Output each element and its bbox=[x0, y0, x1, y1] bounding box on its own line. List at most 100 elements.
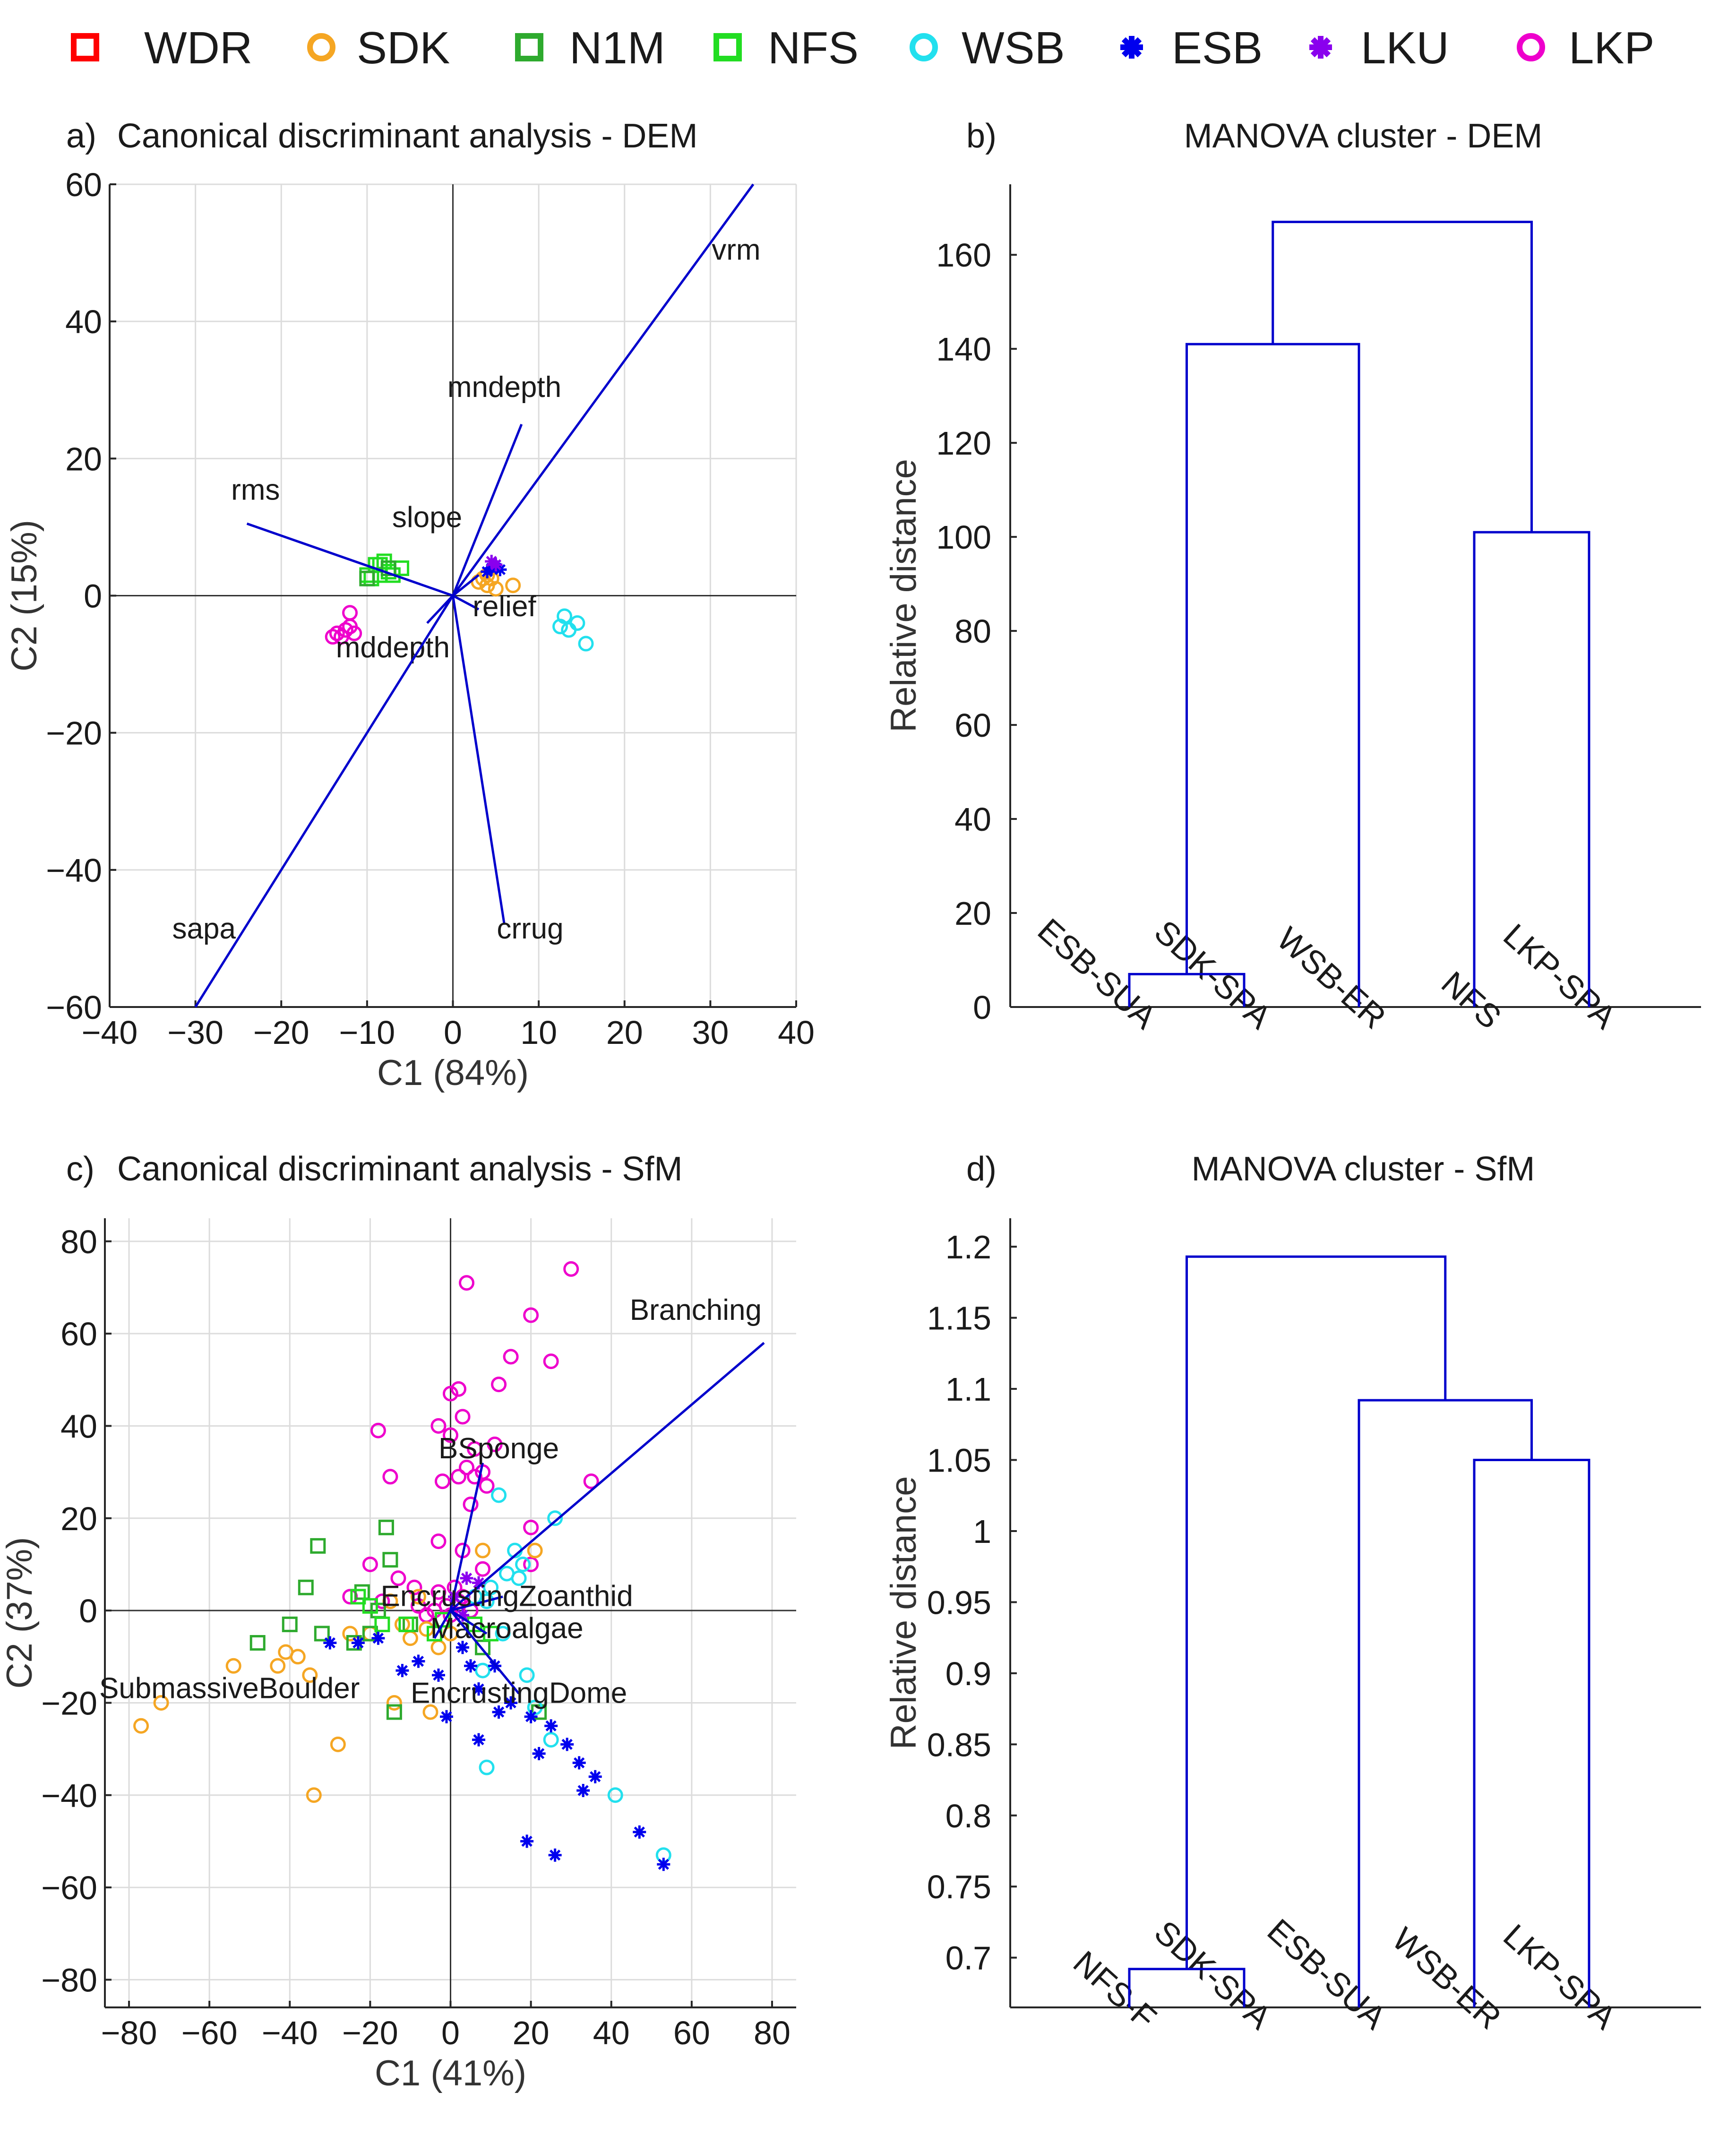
data-point bbox=[519, 1667, 535, 1683]
data-point bbox=[547, 1510, 563, 1526]
data-point bbox=[371, 1631, 385, 1645]
legend-item-wdr: WDR bbox=[71, 23, 252, 73]
data-point bbox=[488, 581, 504, 597]
y-axis-label: C2 (37%) bbox=[0, 1537, 40, 1689]
legend-marker-nfs bbox=[713, 33, 742, 61]
data-point bbox=[362, 1598, 378, 1614]
data-point bbox=[657, 1858, 670, 1871]
dendrogram-links bbox=[1128, 1255, 1590, 2007]
y-tick-label: 20 bbox=[60, 1500, 97, 1537]
data-point bbox=[342, 1626, 358, 1642]
data-point bbox=[483, 1579, 499, 1595]
vector-branching-label: Branching bbox=[630, 1294, 762, 1326]
y-tick-label: 60 bbox=[954, 707, 991, 744]
data-point bbox=[153, 1695, 169, 1711]
legend-item-n1m: N1M bbox=[515, 23, 665, 73]
series-lkp bbox=[325, 605, 362, 645]
vector-submassiveboulder-line bbox=[433, 1610, 452, 1639]
panel-title-text: MANOVA cluster - DEM bbox=[1184, 117, 1543, 155]
data-point bbox=[395, 1664, 409, 1678]
x-tick-label: −30 bbox=[167, 1014, 223, 1051]
data-point bbox=[290, 1649, 306, 1665]
vector-rms-line bbox=[246, 522, 454, 597]
y-tick-label: 160 bbox=[936, 237, 991, 274]
panel-title: c) Canonical discriminant analysis - SfM bbox=[66, 1150, 682, 1188]
series-wsb bbox=[467, 1487, 671, 1863]
data-point bbox=[607, 1787, 623, 1803]
x-ticks: −80 −60 −40 −20 0 20 40 60 80 bbox=[101, 2001, 791, 2051]
data-point bbox=[310, 1538, 326, 1554]
legend-marker-sdk bbox=[307, 33, 335, 61]
data-point bbox=[325, 629, 341, 645]
data-point bbox=[306, 1787, 322, 1803]
data-point bbox=[380, 560, 396, 576]
y-axis-label: Relative distance bbox=[884, 459, 924, 732]
leaf-label-nfs: NFS bbox=[1435, 964, 1508, 1036]
data-point bbox=[382, 1593, 398, 1610]
y-ticks: −80 −60 −40 −20 0 20 40 60 80 bbox=[41, 1223, 112, 1998]
legend-label-wdr: WDR bbox=[144, 23, 252, 73]
vector-encrustingdome-line bbox=[449, 1610, 520, 1695]
data-points bbox=[325, 553, 594, 652]
data-point bbox=[443, 1427, 458, 1443]
y-tick-label: −20 bbox=[46, 715, 102, 752]
data-point bbox=[467, 1441, 483, 1457]
x-tick-label: −40 bbox=[82, 1014, 138, 1051]
y-tick-label: 0.75 bbox=[927, 1868, 991, 1905]
data-point bbox=[524, 1710, 538, 1723]
y-ticks: 0 20 40 60 80 100 120 140 160 bbox=[936, 237, 1017, 1026]
data-point bbox=[418, 1621, 434, 1637]
y-tick-label: 1.2 bbox=[945, 1229, 991, 1266]
leaf-label-lkp-spa: LKP-SPA bbox=[1496, 1917, 1623, 2037]
x-tick-label: −80 bbox=[101, 2014, 157, 2051]
data-point bbox=[426, 1602, 442, 1618]
data-point bbox=[370, 1422, 386, 1438]
panel-title: a) Canonical discriminant analysis - DEM bbox=[66, 117, 697, 155]
x-tick-label: 60 bbox=[673, 2014, 710, 2051]
vector-sapa-label: sapa bbox=[172, 913, 236, 945]
data-point bbox=[362, 1556, 378, 1572]
data-point bbox=[443, 1386, 458, 1402]
y-tick-label: −60 bbox=[41, 1869, 97, 1906]
x-tick-label: 20 bbox=[513, 2014, 550, 2051]
vector-mndepth-line bbox=[452, 423, 523, 596]
data-point bbox=[543, 1732, 559, 1748]
leaf-label-lkp-spa: LKP-SPA bbox=[1496, 917, 1623, 1036]
vector-mddepth-line bbox=[426, 594, 454, 624]
data-point bbox=[472, 1733, 486, 1747]
x-tick-label: 40 bbox=[593, 2014, 630, 2051]
data-point bbox=[431, 1668, 445, 1682]
data-point bbox=[342, 619, 358, 635]
x-tick-label: −40 bbox=[262, 2014, 318, 2051]
y-tick-label: 80 bbox=[954, 613, 991, 650]
data-point bbox=[386, 1704, 402, 1720]
data-point bbox=[382, 1469, 398, 1485]
leaf-label-nfs-f: NFS-F bbox=[1066, 1944, 1163, 2036]
x-axis-label: C1 (84%) bbox=[377, 1053, 529, 1093]
data-point bbox=[523, 1307, 539, 1323]
data-point bbox=[560, 1738, 574, 1751]
data-point bbox=[430, 1418, 447, 1434]
data-point bbox=[282, 1616, 298, 1632]
data-point bbox=[354, 1584, 370, 1600]
vector-relief-label: relief bbox=[473, 590, 536, 623]
y-tick-label: 20 bbox=[65, 440, 102, 477]
data-point bbox=[314, 1626, 330, 1642]
y-tick-label: 40 bbox=[65, 303, 102, 340]
x-tick-label: −20 bbox=[342, 2014, 398, 2051]
data-point bbox=[472, 1682, 486, 1696]
y-tick-label: 0.7 bbox=[945, 1940, 991, 1977]
panel-title: d) MANOVA cluster - SfM bbox=[966, 1150, 1535, 1188]
data-point bbox=[572, 1756, 586, 1770]
y-tick-label: 20 bbox=[954, 895, 991, 932]
panel-title-text: MANOVA cluster - SfM bbox=[1192, 1150, 1535, 1188]
y-tick-label: −40 bbox=[46, 852, 102, 889]
legend-label-nfs: NFS bbox=[768, 23, 859, 73]
data-point bbox=[456, 1608, 470, 1622]
vector-submassiveboulder-label: SubmassiveBoulder bbox=[99, 1672, 360, 1705]
data-point bbox=[378, 1519, 394, 1535]
data-point bbox=[455, 1409, 471, 1425]
data-point bbox=[633, 1825, 646, 1839]
data-points bbox=[133, 1261, 671, 1871]
